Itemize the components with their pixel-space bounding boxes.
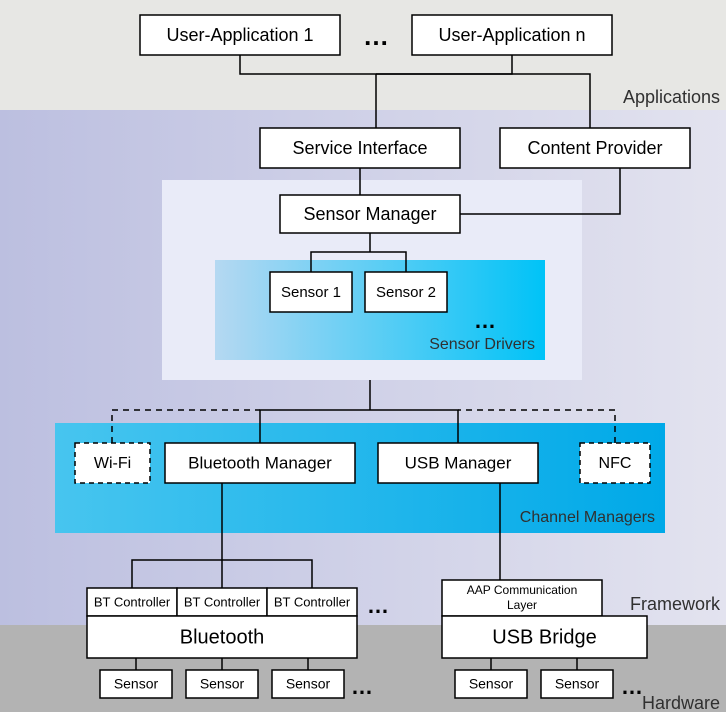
band-label-applications: Applications xyxy=(623,87,720,107)
node-label-uan: User-Application n xyxy=(438,25,585,45)
ellipsis-1: … xyxy=(474,308,496,333)
node-label-btm: Bluetooth Manager xyxy=(188,453,332,472)
node-label-aap-1: AAP Communication xyxy=(467,583,578,597)
node-label-btc2: BT Controller xyxy=(184,594,261,609)
node-label-us2: Sensor xyxy=(555,676,600,692)
architecture-diagram: Sensor Drivers Channel Managers User-Appli… xyxy=(0,0,726,712)
node-label-usbm: USB Manager xyxy=(405,453,512,472)
node-label-s1: Sensor 1 xyxy=(281,284,341,301)
ellipsis-3: … xyxy=(351,674,373,699)
node-label-bs1: Sensor xyxy=(114,676,159,692)
node-label-sm: Sensor Manager xyxy=(303,204,436,224)
node-label-wifi: Wi-Fi xyxy=(94,455,131,472)
node-label-s2: Sensor 2 xyxy=(376,284,436,301)
panel-label-chan-managers: Channel Managers xyxy=(520,509,655,526)
panel-label-sensor-drivers: Sensor Drivers xyxy=(429,336,535,353)
ellipsis-4: … xyxy=(621,674,643,699)
node-label-btc1: BT Controller xyxy=(94,594,171,609)
node-label-ua1: User-Application 1 xyxy=(166,25,313,45)
node-label-nfc: NFC xyxy=(599,455,632,472)
band-label-framework: Framework xyxy=(630,594,721,614)
node-label-cp: Content Provider xyxy=(527,138,662,158)
node-label-bs3: Sensor xyxy=(286,676,331,692)
node-label-svc: Service Interface xyxy=(292,138,427,158)
node-label-aap-2: Layer xyxy=(507,598,537,612)
node-label-bt: Bluetooth xyxy=(180,626,265,648)
node-label-btc3: BT Controller xyxy=(274,594,351,609)
band-label-hardware: Hardware xyxy=(642,693,720,712)
ellipsis-2: … xyxy=(367,593,389,618)
node-label-usbbr: USB Bridge xyxy=(492,626,597,648)
band-applications xyxy=(0,0,726,110)
node-label-bs2: Sensor xyxy=(200,676,245,692)
node-label-us1: Sensor xyxy=(469,676,514,692)
ellipsis-0: … xyxy=(363,21,389,51)
